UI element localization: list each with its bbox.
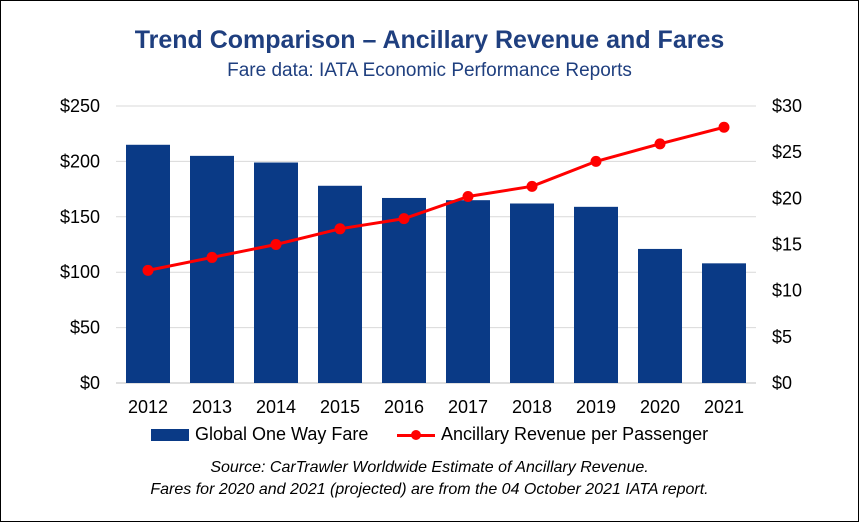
left-tick-label: $100 — [60, 262, 100, 282]
x-tick-label: 2014 — [256, 397, 296, 417]
bar-2015 — [318, 185, 362, 383]
legend-item-bar: Global One Way Fare — [151, 424, 368, 445]
left-tick-label: $150 — [60, 207, 100, 227]
line-point-2018 — [526, 180, 538, 192]
x-tick-label: 2017 — [448, 397, 488, 417]
line-point-2014 — [270, 239, 282, 250]
right-tick-label: $10 — [772, 281, 802, 301]
line-point-2013 — [206, 251, 218, 263]
line-point-2020 — [654, 138, 666, 150]
right-tick-label: $5 — [772, 327, 792, 347]
x-tick-label: 2018 — [512, 397, 552, 417]
legend-line-swatch — [397, 428, 435, 442]
bar-2020 — [638, 248, 682, 383]
right-tick-label: $15 — [772, 235, 802, 255]
legend-bar-swatch — [151, 428, 189, 441]
x-tick-label: 2021 — [704, 397, 744, 417]
line-point-2016 — [398, 213, 410, 225]
left-tick-label: $0 — [80, 373, 100, 393]
right-tick-label: $20 — [772, 188, 802, 208]
left-tick-label: $200 — [60, 151, 100, 171]
source-note-1: Source: CarTrawler Worldwide Estimate of… — [210, 459, 649, 476]
legend-line-label: Ancillary Revenue per Passenger — [441, 424, 709, 444]
legend-bar-label: Global One Way Fare — [195, 424, 369, 444]
chart-title: Trend Comparison – Ancillary Revenue and… — [134, 26, 725, 54]
source-note-2: Fares for 2020 and 2021 (projected) are … — [150, 481, 709, 498]
x-tick-label: 2019 — [576, 397, 616, 417]
left-tick-label: $50 — [70, 318, 100, 338]
x-tick-label: 2012 — [128, 397, 168, 417]
chart-subtitle: Fare data: IATA Economic Performance Rep… — [227, 60, 632, 81]
x-tick-label: 2015 — [320, 397, 360, 417]
right-axis-ticks: $0 $5 $10 $15 $20 $25 $30 — [772, 96, 802, 393]
bar-2019 — [574, 206, 618, 383]
right-tick-label: $30 — [772, 96, 802, 116]
right-tick-label: $0 — [772, 373, 792, 393]
bar-2018 — [510, 203, 554, 383]
legend: Global One Way Fare Ancillary Revenue pe… — [0, 424, 859, 448]
left-axis-ticks: $0 $50 $100 $150 $200 $250 — [60, 96, 100, 393]
bar-2016 — [382, 197, 426, 383]
left-tick-label: $250 — [60, 96, 100, 116]
x-tick-label: 2016 — [384, 397, 424, 417]
x-tick-label: 2020 — [640, 397, 680, 417]
line-point-2021 — [718, 121, 730, 133]
line-point-2015 — [334, 223, 346, 235]
x-tick-label: 2013 — [192, 397, 232, 417]
line-series — [142, 121, 730, 276]
bar-2021 — [702, 263, 746, 383]
line-point-2012 — [142, 264, 154, 276]
bar-series — [126, 144, 746, 383]
bar-2017 — [446, 200, 490, 383]
x-axis-ticks: 2012 2013 2014 2015 2016 2017 2018 2019 2020 2021 — [128, 397, 744, 417]
bar-2014 — [254, 162, 298, 383]
bar-2013 — [190, 155, 234, 383]
line-point-2017 — [462, 190, 474, 202]
ancillary-revenue-line — [147, 125, 725, 272]
legend-item-line: Ancillary Revenue per Passenger — [397, 424, 708, 445]
right-tick-label: $25 — [772, 142, 802, 162]
line-point-2019 — [590, 155, 602, 167]
bar-2012 — [126, 144, 170, 383]
